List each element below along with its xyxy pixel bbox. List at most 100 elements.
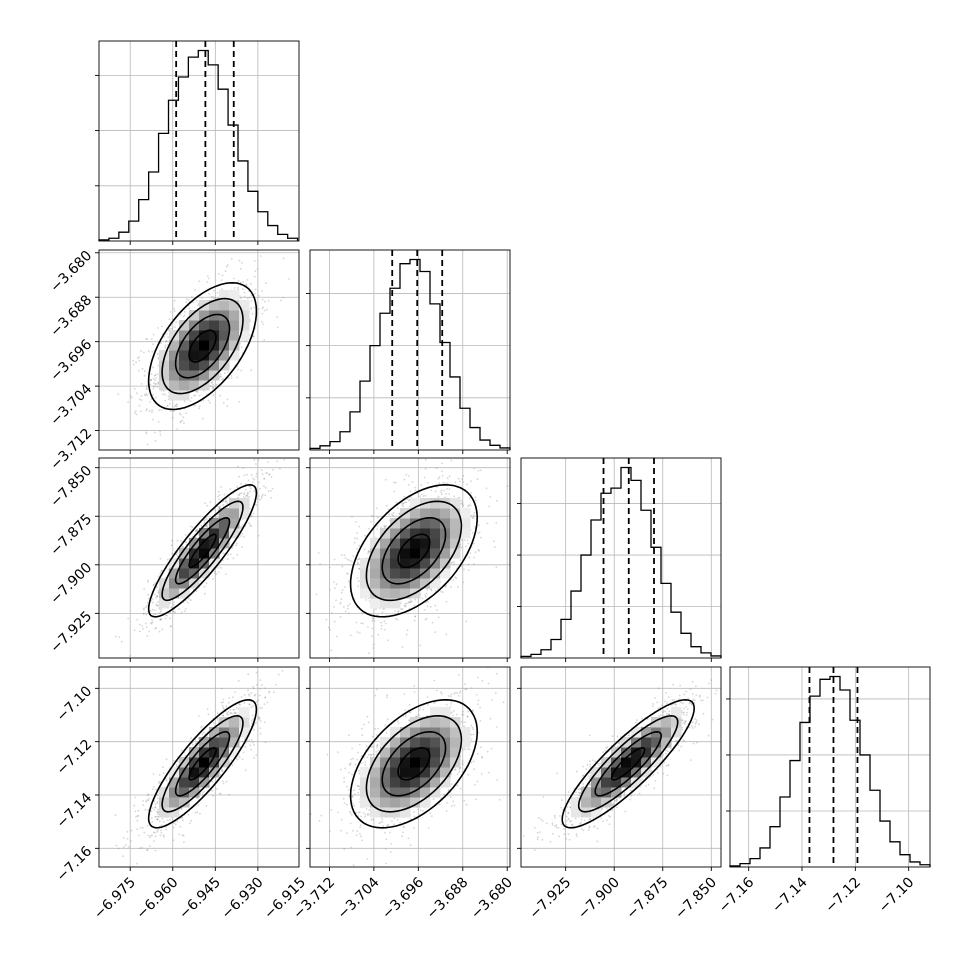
density-cell — [199, 330, 210, 341]
density-cell — [169, 797, 180, 808]
y-tick-label: −3.712 — [47, 426, 95, 474]
panel-frame — [309, 666, 511, 868]
density-cell — [370, 807, 381, 818]
density-cells — [360, 498, 471, 609]
density-cell — [380, 777, 391, 788]
density-cell — [229, 528, 240, 539]
density-cell — [420, 757, 431, 768]
y-tick-label: −7.16 — [54, 843, 96, 885]
density-cell — [601, 767, 612, 778]
density-cell — [370, 797, 381, 808]
density-cell — [661, 727, 672, 738]
density-cell — [169, 390, 180, 401]
histogram-line — [520, 466, 722, 658]
density-cell — [380, 568, 391, 579]
panel-frame — [98, 457, 300, 659]
density-cell — [189, 777, 200, 788]
density-cell — [410, 538, 421, 549]
y-tick-label: −7.900 — [47, 560, 95, 608]
density-cell — [420, 538, 431, 549]
density-cell — [430, 548, 441, 559]
density-cell — [179, 777, 190, 788]
density-cell — [229, 727, 240, 738]
density-cell — [400, 777, 411, 788]
contour-line — [594, 730, 663, 797]
density-cell — [430, 717, 441, 728]
density-cell — [410, 578, 421, 589]
histogram-panel-1 — [306, 249, 511, 454]
density-cell — [380, 538, 391, 549]
density-cell — [621, 777, 632, 788]
density-cell — [440, 717, 451, 728]
density-cell — [239, 707, 250, 718]
density-cell — [370, 538, 381, 549]
density-cell — [169, 340, 180, 351]
density-cell — [460, 508, 471, 519]
density-cell — [219, 310, 230, 321]
contour-line — [161, 297, 244, 395]
density-cell — [440, 767, 451, 778]
scatter-panel-0-3 — [95, 666, 300, 871]
x-tick-label: −7.925 — [526, 874, 574, 922]
density-cell — [410, 747, 421, 758]
density-cell — [651, 737, 662, 748]
density-cell — [430, 498, 441, 509]
density-cell — [581, 797, 592, 808]
density-cell — [440, 727, 451, 738]
density-cell — [169, 787, 180, 798]
density-cell — [229, 300, 240, 311]
density-cell — [199, 340, 210, 351]
density-cell — [390, 518, 401, 529]
density-cell — [591, 787, 602, 798]
histogram-line — [309, 258, 511, 450]
density-cell — [159, 350, 170, 361]
density-cell — [370, 777, 381, 788]
x-tick-label: −6.945 — [176, 874, 224, 922]
density-cell — [179, 578, 190, 589]
density-cell — [159, 588, 170, 599]
contour-line — [349, 483, 479, 618]
contour-line — [397, 747, 431, 781]
density-cell — [209, 528, 220, 539]
density-cell — [400, 588, 411, 599]
density-cell — [390, 588, 401, 599]
density-cell — [390, 548, 401, 559]
density-cell — [601, 777, 612, 788]
density-cell — [420, 508, 431, 519]
panel-content — [521, 667, 721, 867]
density-cell — [400, 767, 411, 778]
density-cell — [370, 548, 381, 559]
x-tick-label: −3.680 — [468, 874, 516, 922]
density-cell — [159, 370, 170, 381]
density-cell — [390, 568, 401, 579]
density-cell — [219, 290, 230, 301]
density-cell — [390, 737, 401, 748]
density-cell — [179, 757, 190, 768]
density-cell — [380, 588, 391, 599]
density-cell — [420, 558, 431, 569]
histogram-line — [729, 675, 931, 867]
density-cell — [671, 727, 682, 738]
density-cell — [229, 747, 240, 758]
y-tick-label: −7.14 — [54, 790, 96, 832]
density-cell — [179, 330, 190, 341]
density-cell — [199, 737, 210, 748]
panel-frame — [98, 666, 300, 868]
density-cell — [460, 518, 471, 529]
density-cell — [430, 757, 441, 768]
density-cell — [440, 568, 451, 579]
panel-content — [310, 458, 510, 658]
density-cell — [440, 518, 451, 529]
density-cell — [169, 360, 180, 371]
density-cell — [410, 757, 421, 768]
density-cell — [209, 320, 220, 331]
density-cell — [169, 568, 180, 579]
density-cell — [239, 498, 250, 509]
density-cell — [179, 787, 190, 798]
density-cell — [159, 797, 170, 808]
density-cell — [641, 737, 652, 748]
density-cell — [219, 300, 230, 311]
scatter-panel-2-3 — [517, 666, 722, 871]
density-cell — [430, 528, 441, 539]
